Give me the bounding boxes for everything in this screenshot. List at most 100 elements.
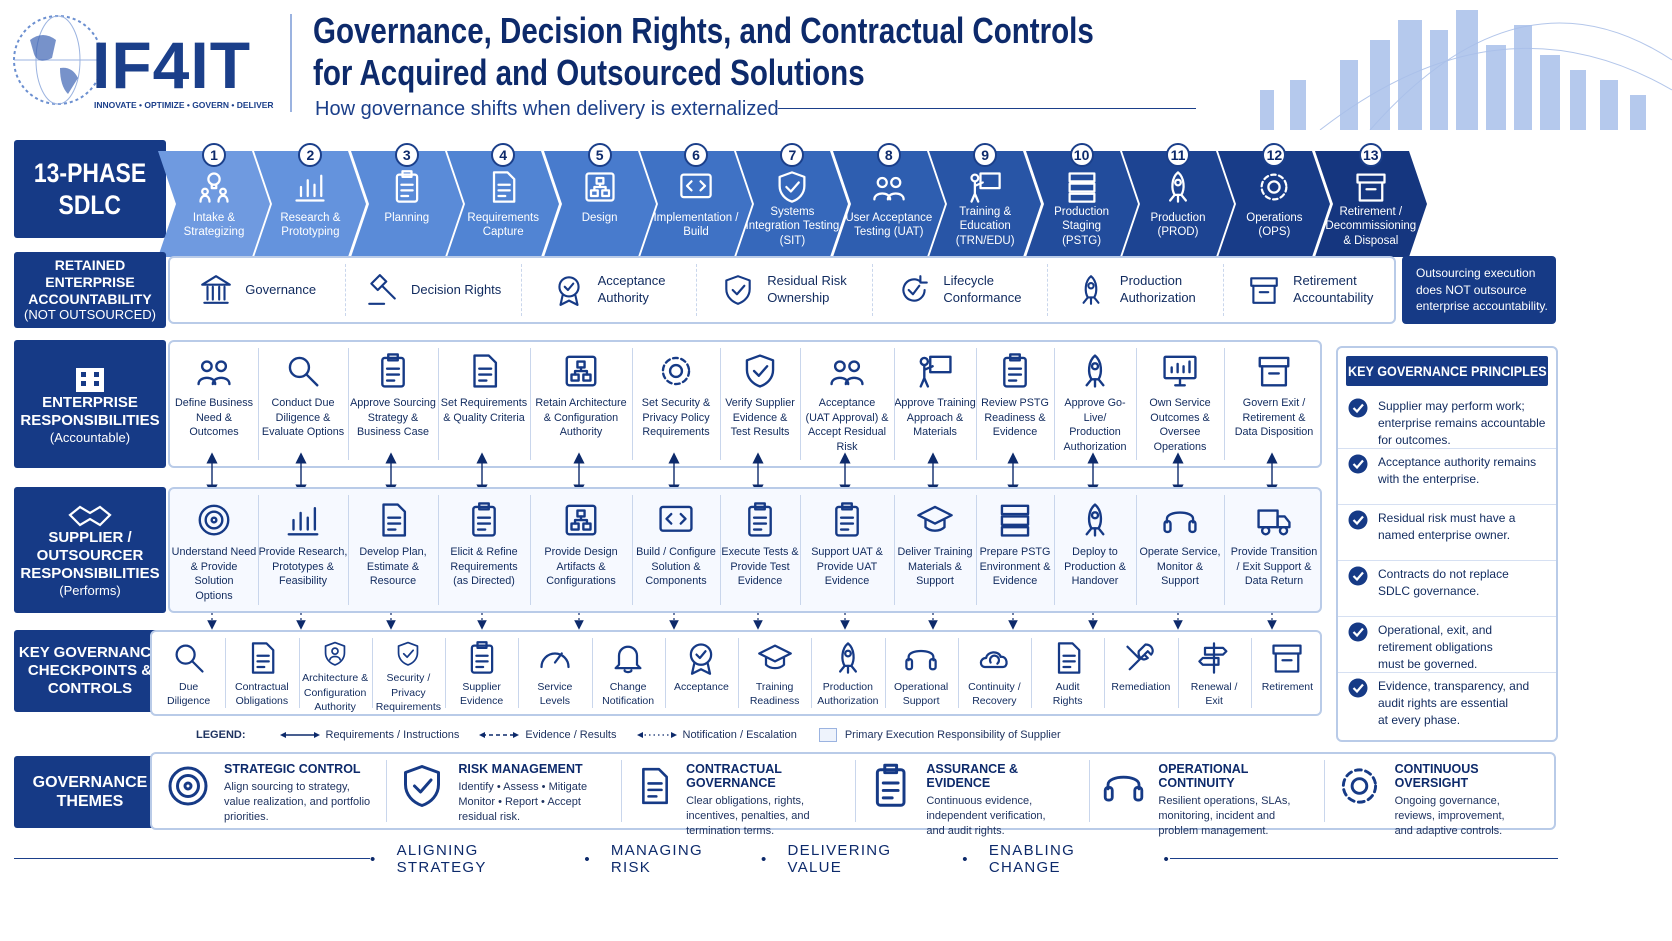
checkpoint-item-text: Audit Rights	[1053, 680, 1083, 708]
theme-desc-line3: termination terms.	[686, 824, 775, 837]
phase-number: 12	[1262, 143, 1287, 167]
globe-icon	[13, 15, 103, 105]
theme-divider	[855, 760, 856, 822]
theme-item-5: OPERATIONAL CONTINUITY Resilient operatio…	[1101, 762, 1317, 839]
enterprise-item-text: Set Requirements & Quality Criteria	[441, 396, 527, 425]
principle-line2: enterprise remains accountable	[1378, 415, 1546, 430]
supplier-item-text: Provide Research, Prototypes & Feasibility	[259, 545, 348, 589]
enterprise-item-line1: Acceptance	[818, 397, 876, 409]
phase-label: Requirements Capture	[453, 211, 553, 240]
theme-item-4: ASSURANCE & EVIDENCE Continuous evidence,…	[867, 762, 1083, 839]
principle-divider	[1338, 560, 1556, 561]
supplier-item-text: Provide Transition / Exit Support & Data R…	[1231, 545, 1317, 589]
enterprise-item-line3: Authority	[559, 426, 603, 439]
retained-item-line2: Authorization	[1119, 290, 1196, 305]
checkpoint-item-line2: Authorization	[817, 695, 879, 708]
supplier-item-line1: Deliver Training	[897, 546, 973, 558]
enterprise-divider	[632, 348, 633, 460]
principles-title-text: KEY GOVERNANCE PRINCIPLES	[1347, 363, 1547, 379]
supplier-divider	[1136, 495, 1137, 605]
retained-item-6: Production Authorization	[1047, 258, 1222, 322]
enterprise-item-line1: Set Requirements	[440, 397, 528, 409]
checkpoint-item-line1: Training	[755, 681, 794, 693]
retained-item-label: Production Authorization	[1120, 273, 1196, 307]
sdlc-phase-11: 11 Production (PROD)	[1122, 143, 1240, 258]
checkpoint-item-line2: Configuration	[303, 686, 367, 699]
enterprise-item-line3: Test Results	[730, 426, 790, 439]
sdlc-phase-6: 6 Implementation / Build	[640, 143, 758, 258]
retained-item-line1: Decision Rights	[410, 281, 502, 297]
phase-chevron-shape	[1218, 151, 1331, 257]
principle-line2: audit rights are essential	[1378, 695, 1509, 710]
legend-swatch	[818, 728, 837, 742]
retained-item-4: Residual Risk Ownership	[696, 258, 871, 322]
checkpoint-item-line2: Obligations	[235, 695, 289, 708]
phase-chevron-shape	[158, 151, 270, 257]
supplier-item-text: Understand Need & Provide Solution Options	[170, 545, 258, 603]
enterprise-item-line1: Retain Architecture	[535, 397, 627, 409]
cycle-check-icon	[902, 275, 929, 302]
supplier-item-line2: Provide Test	[730, 560, 790, 573]
theme-text: CONTRACTUAL GOVERNANCE Clear obligations,…	[686, 762, 849, 839]
checkpoints-label-line2: CHECKPOINTS &	[27, 662, 153, 679]
supplier-item-line2: Estimate &	[366, 560, 420, 573]
retained-item-3: Acceptance Authority	[521, 258, 696, 322]
phase-label: Planning	[357, 211, 457, 225]
user-architecture-icon	[324, 641, 346, 666]
enterprise-item-12: Own Service Outcomes & Oversee Operations	[1136, 342, 1224, 466]
supplier-item-text: Deploy to Production & Handover	[1064, 545, 1126, 589]
legend-evidence: Evidence / Results	[525, 729, 617, 741]
retained-label: RETAINED ENTERPRISE ACCOUNTABILITY (NOT …	[14, 252, 166, 328]
sdlc-phase-10: 10 Production Staging (PSTG)	[1025, 143, 1144, 258]
retained-accountability-panel: Governance Decision Rights Acceptance Autho…	[168, 256, 1396, 324]
retained-item-line2: Authority	[597, 290, 649, 305]
footer-dot: •	[370, 850, 377, 868]
phase-label-line2: Staging	[1062, 220, 1102, 233]
chart-icon	[287, 506, 319, 536]
theme-desc-line1: Ongoing governance,	[1394, 795, 1500, 807]
principle-line1: Supplier may perform work;	[1378, 399, 1525, 413]
phase-number: 1	[202, 143, 226, 167]
checkpoint-item-line2: Privacy	[391, 686, 426, 699]
enterprise-item-text: Verify Supplier Evidence & Test Results	[725, 396, 795, 440]
checkpoint-item-line2: Diligence	[167, 695, 211, 708]
checkpoint-item-14: Remediation	[1104, 632, 1177, 714]
supplier-item-line2: Prototypes &	[272, 560, 334, 573]
enterprise-divider	[1224, 348, 1225, 460]
phase-chevron-shape	[1122, 151, 1234, 257]
target-icon	[198, 504, 230, 536]
phase-number: 3	[394, 143, 419, 167]
enterprise-item-line2: Production	[1069, 426, 1121, 439]
enterprise-item-line1: Conduct Due	[271, 397, 335, 409]
checkpoint-divider	[664, 638, 666, 708]
checkpoints-panel: Due Diligence Contractual Obligations Archit…	[150, 630, 1322, 716]
cap-icon	[917, 505, 953, 532]
supplier-item-9: Deliver Training Materials & Support	[894, 489, 976, 611]
supplier-item-text: Develop Plan, Estimate & Resource	[359, 545, 426, 589]
sdlc-phase-13: 13 Retirement / Decommissioning & Disposal	[1314, 143, 1433, 258]
enterprise-label-line2: RESPONSIBILITIES	[20, 412, 160, 430]
header-divider	[290, 14, 292, 112]
sdlc-phase-1: 1 Intake & Strategizing	[158, 143, 276, 258]
theme-title: OPERATIONAL CONTINUITY	[1158, 762, 1249, 790]
enterprise-item-line2: Diligence &	[275, 411, 331, 424]
supplier-label: SUPPLIER / OUTSOURCER RESPONSIBILITIES (…	[14, 487, 166, 613]
supplier-item-text: Execute Tests & Provide Test Evidence	[721, 545, 798, 589]
phase-label: Production Staging (PSTG)	[1032, 205, 1132, 248]
theme-desc: Continuous evidence, independent verifica…	[926, 794, 1083, 839]
clipboard-test-icon	[748, 502, 772, 537]
supplier-item-line1: Provide Research,	[258, 546, 348, 558]
retained-item-2: Decision Rights	[345, 258, 520, 322]
phase-chevron-shape	[736, 151, 849, 257]
theme-desc-line1: Clear obligations, rights,	[686, 795, 805, 807]
retained-divider	[520, 264, 522, 316]
archive-icon	[1356, 173, 1386, 202]
supplier-item-text: Deliver Training Materials & Support	[897, 545, 972, 589]
supplier-item-text: Prepare PSTG Environment & Evidence	[980, 545, 1051, 589]
theme-title: STRATEGIC CONTROL	[224, 762, 361, 776]
checkpoint-item-text: Renewal / Exit	[1191, 680, 1238, 708]
checkpoint-item-line1: Security /	[386, 672, 431, 685]
phase-number: 9	[973, 143, 998, 167]
legend-primary: Primary Execution Responsibility of Supp…	[844, 729, 1061, 741]
supplier-item-line2: Solution &	[651, 560, 701, 573]
